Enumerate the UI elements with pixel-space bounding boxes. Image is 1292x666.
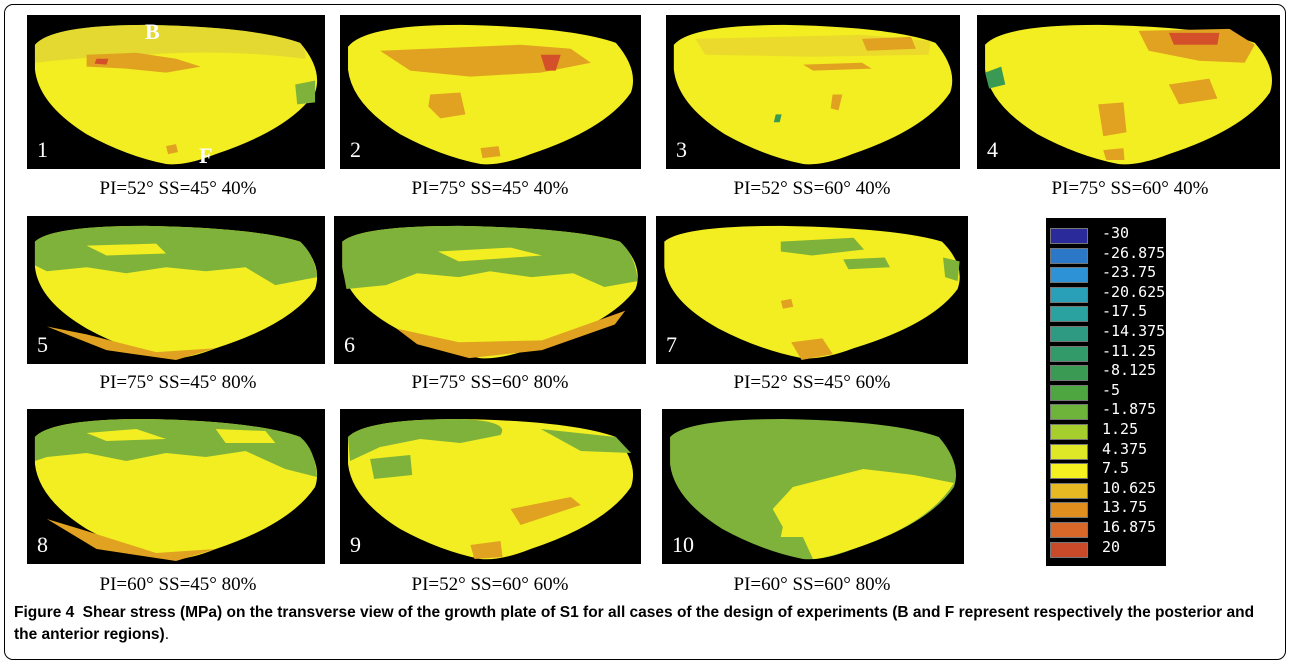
legend-swatch (1050, 228, 1088, 244)
growth-plate-shape (34, 24, 318, 165)
legend-label: -26.875 (1102, 243, 1166, 262)
legend-label: -14.375 (1102, 322, 1166, 340)
growth-plate-shape (985, 24, 1272, 165)
legend-swatch (1050, 326, 1088, 342)
legend-entry: -20.625 (1046, 283, 1166, 307)
growth-plate-shape (342, 225, 638, 359)
panel-7: 7 (656, 216, 968, 364)
growth-plate-shape (348, 24, 634, 165)
legend-swatch (1050, 384, 1088, 401)
growth-plate-shape (673, 24, 953, 165)
panel-3: 3 (666, 15, 960, 169)
panel-caption: PI=75° SS=45° 80% (99, 372, 257, 393)
panel-caption: PI=52° SS=45° 60% (733, 372, 891, 393)
legend-entry: 20 (1046, 538, 1166, 562)
legend-entry: -14.375 (1046, 322, 1166, 346)
legend-label: -17.5 (1102, 302, 1148, 321)
legend-swatch (1050, 482, 1088, 499)
legend-swatch (1050, 502, 1088, 519)
legend-swatch (1050, 365, 1088, 382)
legend-entry: -26.875 (1046, 244, 1166, 268)
panel-number: 2 (350, 137, 361, 162)
legend-swatch (1050, 541, 1088, 558)
panel-caption: PI=75° SS=60° 80% (411, 372, 569, 393)
legend-label: -5 (1102, 380, 1121, 399)
panel-caption: PI=60° SS=45° 80% (99, 574, 257, 595)
legend-label: -20.625 (1102, 282, 1166, 301)
legend-label: -1.875 (1102, 400, 1157, 419)
panel-caption: PI=75° SS=60° 40% (1051, 178, 1209, 199)
panel-9: 9 (340, 409, 641, 564)
panel-caption: PI=52° SS=60° 60% (411, 574, 569, 595)
legend-label: 20 (1102, 537, 1121, 556)
color-legend: -30 -26.875 -23.75 -20.625 -17.5 -14.375 -11.2… (1046, 218, 1166, 566)
legend-entry: -23.75 (1046, 263, 1166, 287)
posterior-marker: B (145, 19, 160, 44)
legend-entry: 7.5 (1046, 459, 1166, 483)
legend-swatch (1050, 286, 1088, 303)
legend-entry: 10.625 (1046, 479, 1166, 503)
legend-entry: 13.75 (1046, 498, 1166, 522)
legend-label: -30 (1102, 224, 1130, 242)
legend-entry: 4.375 (1046, 440, 1166, 464)
growth-plate-shape (664, 225, 960, 361)
growth-plate-shape (670, 419, 957, 560)
legend-label: 13.75 (1102, 498, 1148, 517)
legend-entry: -11.25 (1046, 342, 1166, 366)
legend-swatch (1050, 522, 1088, 538)
legend-label: 10.625 (1102, 478, 1157, 497)
legend-entry: -1.875 (1046, 400, 1166, 424)
panel-1: 1 B F (27, 15, 325, 169)
panel-number: 3 (676, 137, 687, 162)
legend-swatch (1050, 404, 1088, 421)
legend-label: -8.125 (1102, 361, 1157, 380)
legend-entry: 16.875 (1046, 518, 1166, 542)
figure-caption-end: . (164, 626, 170, 643)
legend-label: 16.875 (1102, 518, 1157, 536)
panel-5: 5 (27, 216, 325, 364)
figure-caption: Figure 4 Shear stress (MPa) on the trans… (14, 602, 1276, 646)
legend-entry: -8.125 (1046, 361, 1166, 385)
panel-number: 4 (987, 137, 998, 162)
legend-swatch (1050, 345, 1088, 362)
legend-entry: -30 (1046, 224, 1166, 248)
panel-caption: PI=60° SS=60° 80% (733, 574, 891, 595)
panel-number: 8 (37, 532, 48, 557)
legend-entry: -5 (1046, 381, 1166, 405)
panel-number: 10 (672, 532, 694, 557)
panel-number: 5 (37, 332, 48, 357)
panel-number: 6 (344, 332, 355, 357)
panel-caption: PI=52° SS=45° 40% (99, 178, 257, 199)
growth-plate-shape (34, 225, 318, 361)
panel-number: 7 (666, 332, 677, 357)
anterior-marker: F (199, 143, 213, 168)
figure-caption-text: Shear stress (MPa) on the transverse vie… (14, 604, 1255, 643)
legend-swatch (1050, 306, 1088, 323)
figure-frame (4, 4, 1286, 660)
growth-plate-shape (348, 419, 634, 560)
legend-swatch (1050, 443, 1088, 460)
growth-plate-shape (34, 419, 318, 561)
panel-number: 1 (37, 137, 48, 162)
legend-label: -11.25 (1102, 341, 1157, 360)
legend-swatch (1050, 267, 1088, 284)
legend-entry: -17.5 (1046, 302, 1166, 326)
legend-label: -23.75 (1102, 263, 1157, 282)
panel-2: 2 (340, 15, 641, 169)
legend-label: 1.25 (1102, 420, 1139, 438)
panel-caption: PI=52° SS=60° 40% (733, 178, 891, 199)
panel-4: 4 (977, 15, 1280, 169)
legend-swatch (1050, 424, 1088, 440)
panel-6: 6 (334, 216, 646, 364)
legend-label: 7.5 (1102, 459, 1130, 478)
panel-10: 10 (662, 409, 964, 564)
legend-swatch (1050, 463, 1088, 480)
figure-number: Figure 4 (14, 604, 75, 621)
legend-swatch (1050, 247, 1088, 264)
panel-8: 8 (27, 409, 325, 564)
panel-caption: PI=75° SS=45° 40% (411, 178, 569, 199)
legend-entry: 1.25 (1046, 420, 1166, 444)
panel-number: 9 (350, 532, 361, 557)
legend-label: 4.375 (1102, 439, 1148, 458)
